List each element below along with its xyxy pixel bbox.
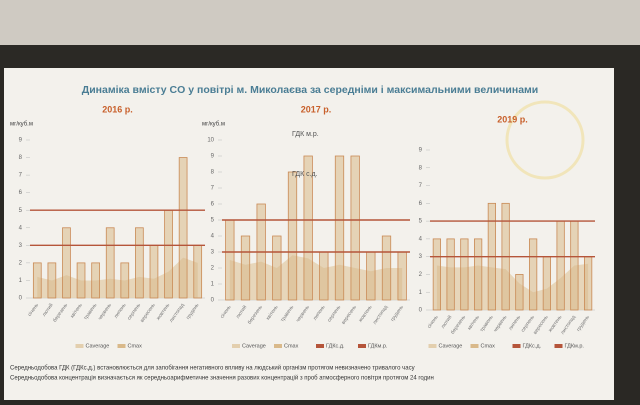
screen-border [0,45,640,70]
legend-label: ГДКс.д. [326,343,345,349]
legend-swatch [358,344,366,348]
footer-text: Середньодобова концентрація визначається… [10,375,434,382]
bar [178,157,188,299]
bar [334,155,345,301]
y-tick-label: 5 [19,208,23,214]
ceiling [0,0,640,45]
legend-swatch [470,344,479,348]
y-tick-label: 4 [211,234,215,240]
legend-label: ГДКм.р. [565,343,585,349]
bar [397,251,407,301]
bar [47,262,57,299]
bar [135,227,144,299]
chart-title: 2019 р. [497,114,528,124]
bar [381,235,392,301]
bar [432,238,441,311]
legend-label: Cmax [284,343,299,349]
y-tick-label: 9 [419,148,423,154]
y-tick-label: 0 [19,296,23,302]
slide-title: Динаміка вмісту CO у повітрі м. Миколаєв… [82,84,539,96]
chart-title: 2016 р. [102,104,133,114]
y-tick-label: 4 [19,225,23,231]
y-tick-label: 5 [419,219,423,225]
bar [460,238,469,311]
bar [164,209,173,299]
legend-swatch [274,344,282,348]
bar [240,235,251,301]
y-tick-label: 3 [419,254,423,260]
y-tick-label: 8 [419,165,423,171]
bar [225,219,235,301]
y-tick-label: 9 [211,154,215,160]
y-tick-label: 4 [419,236,423,242]
bar [287,171,298,301]
y-tick-label: 7 [419,183,423,189]
y-tick-label: 0 [419,308,423,314]
y-tick-label: 5 [211,218,215,224]
legend-label: Cmax [481,343,496,349]
y-tick-label: 1 [419,290,423,296]
bar [584,256,593,311]
y-tick-label: 10 [207,138,214,144]
logo [505,100,585,180]
legend-swatch [554,344,563,348]
bar [515,274,524,311]
y-tick-label: 6 [419,201,423,207]
legend-label: Caverage [86,343,110,349]
y-tick-label: 6 [211,202,215,208]
bar [350,155,360,301]
bar [91,262,100,299]
y-tick-label: 2 [419,272,423,278]
bar [570,220,579,311]
bar [529,238,538,311]
bar [474,238,483,311]
annotation: ГДК с.д. [292,171,318,178]
annotation: ГДК м.р. [292,131,319,138]
y-tick-label: 2 [211,266,215,272]
legend-label: Caverage [242,343,266,349]
footer-text: Середньодобова ГДК (ГДКс.д.) встановлюєт… [10,365,415,372]
y-tick-label: 9 [19,138,23,144]
legend-label: Cmax [128,343,143,349]
bar [556,220,565,311]
legend-swatch [117,344,126,348]
bar [366,251,376,301]
y-tick-label: 7 [211,186,215,192]
bar [149,244,159,299]
bar [542,256,551,311]
legend-label: ГДКс.д. [523,343,542,349]
bar [446,238,455,311]
legend-label: Caverage [439,343,463,349]
chart-title: 2017 р. [301,104,332,114]
bar [303,155,313,301]
bar [62,227,71,299]
bar [193,244,203,299]
y-axis-label: мг/куб.м [10,122,33,128]
bar [76,262,86,299]
y-tick-label: 3 [211,250,215,256]
y-tick-label: 3 [19,243,23,249]
legend-swatch [428,344,437,348]
y-tick-label: 2 [19,260,23,266]
y-tick-label: 8 [211,170,215,176]
bar [272,235,282,301]
legend-label: ГДКм.р. [368,343,388,349]
y-tick-label: 0 [211,298,215,304]
legend-swatch [316,344,324,348]
y-tick-label: 1 [19,278,23,284]
bar [319,251,329,301]
legend-swatch [512,344,521,348]
y-tick-label: 7 [19,173,23,179]
bar [120,262,130,299]
y-tick-label: 6 [19,190,23,196]
y-tick-label: 8 [19,155,23,161]
bar [105,227,115,299]
y-tick-label: 1 [211,282,215,288]
legend-swatch [75,344,84,348]
legend-swatch [232,344,240,348]
y-axis-label: мг/куб.м [202,122,225,128]
bar [32,262,42,299]
